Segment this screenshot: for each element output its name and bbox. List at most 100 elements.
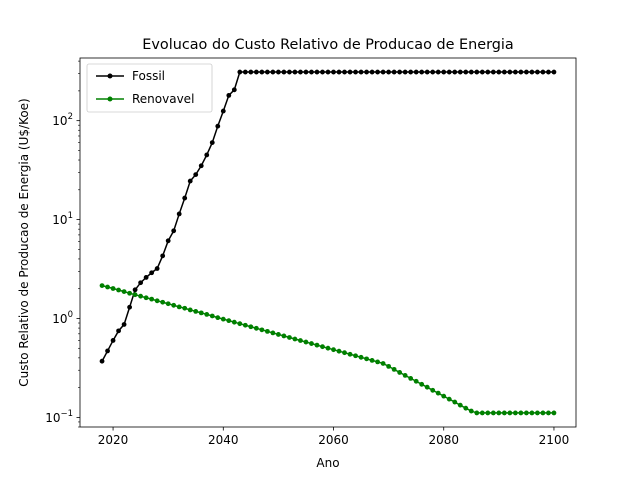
data-point-fossil bbox=[413, 69, 419, 75]
data-point-fossil bbox=[127, 304, 132, 310]
data-point-renovavel bbox=[242, 322, 248, 328]
data-point-renovavel bbox=[309, 341, 314, 346]
plot-area bbox=[99, 69, 557, 416]
data-point-fossil bbox=[430, 69, 436, 75]
data-point-fossil bbox=[364, 69, 369, 75]
data-point-fossil bbox=[309, 69, 314, 75]
data-point-renovavel bbox=[99, 283, 105, 289]
data-point-fossil bbox=[303, 69, 309, 75]
data-point-renovavel bbox=[468, 408, 474, 414]
data-point-renovavel bbox=[253, 325, 259, 331]
data-point-fossil bbox=[143, 275, 149, 280]
data-point-renovavel bbox=[209, 313, 215, 319]
data-point-renovavel bbox=[198, 310, 204, 316]
data-point-fossil bbox=[138, 280, 144, 286]
data-point-renovavel bbox=[325, 345, 331, 351]
data-point-renovavel bbox=[231, 319, 237, 325]
x-tick-label: 2080 bbox=[428, 433, 459, 447]
data-point-fossil bbox=[397, 69, 403, 75]
data-point-fossil bbox=[496, 69, 502, 75]
data-point-renovavel bbox=[430, 387, 436, 393]
data-point-fossil bbox=[535, 69, 540, 75]
data-point-renovavel bbox=[380, 361, 386, 366]
data-point-renovavel bbox=[298, 338, 303, 343]
data-point-renovavel bbox=[391, 366, 397, 372]
data-point-renovavel bbox=[512, 410, 518, 416]
data-point-renovavel bbox=[546, 410, 551, 416]
data-point-renovavel bbox=[171, 302, 177, 308]
data-point-renovavel bbox=[386, 363, 392, 369]
data-point-renovavel bbox=[463, 405, 469, 411]
data-point-fossil bbox=[209, 140, 215, 146]
data-point-renovavel bbox=[105, 284, 110, 290]
data-point-renovavel bbox=[364, 356, 369, 362]
data-point-fossil bbox=[419, 69, 425, 75]
data-point-renovavel bbox=[358, 354, 364, 360]
data-point-renovavel bbox=[331, 347, 336, 353]
data-point-fossil bbox=[187, 178, 193, 184]
legend-marker-renovavel bbox=[107, 96, 113, 102]
data-point-fossil bbox=[551, 69, 557, 75]
data-point-renovavel bbox=[441, 393, 447, 399]
data-point-fossil bbox=[116, 328, 121, 334]
data-point-renovavel bbox=[248, 324, 254, 330]
data-point-fossil bbox=[154, 266, 160, 271]
data-point-renovavel bbox=[435, 390, 441, 396]
data-point-fossil bbox=[298, 69, 303, 75]
data-point-renovavel bbox=[226, 318, 232, 324]
data-point-renovavel bbox=[507, 410, 513, 416]
data-point-fossil bbox=[220, 108, 226, 114]
data-point-fossil bbox=[204, 152, 210, 158]
data-point-fossil bbox=[342, 69, 347, 75]
data-point-fossil bbox=[176, 211, 182, 217]
data-point-renovavel bbox=[457, 402, 463, 408]
data-point-fossil bbox=[391, 69, 397, 75]
data-point-fossil bbox=[320, 69, 325, 75]
data-point-renovavel bbox=[501, 410, 507, 416]
data-point-renovavel bbox=[551, 410, 557, 416]
data-point-renovavel bbox=[518, 410, 524, 416]
data-point-fossil bbox=[121, 322, 127, 327]
data-point-fossil bbox=[380, 69, 386, 75]
data-point-fossil bbox=[253, 69, 259, 75]
data-point-fossil bbox=[132, 287, 138, 293]
data-point-fossil bbox=[105, 348, 110, 354]
data-point-renovavel bbox=[529, 410, 535, 416]
x-axis-label: Ano bbox=[316, 456, 339, 470]
legend-marker-fossil bbox=[107, 73, 113, 79]
data-point-renovavel bbox=[540, 410, 546, 416]
data-point-fossil bbox=[270, 69, 276, 75]
data-point-fossil bbox=[264, 69, 270, 75]
data-point-renovavel bbox=[524, 410, 529, 416]
data-point-fossil bbox=[518, 69, 524, 75]
data-point-fossil bbox=[198, 163, 204, 169]
data-point-fossil bbox=[325, 69, 331, 75]
data-point-fossil bbox=[490, 69, 496, 75]
data-point-renovavel bbox=[402, 372, 408, 378]
data-point-fossil bbox=[237, 69, 243, 75]
data-point-fossil bbox=[242, 69, 248, 75]
data-point-fossil bbox=[287, 69, 292, 75]
data-point-fossil bbox=[369, 69, 375, 75]
data-point-fossil bbox=[347, 69, 353, 75]
data-point-renovavel bbox=[220, 316, 226, 322]
data-point-renovavel bbox=[292, 336, 298, 342]
data-point-fossil bbox=[485, 69, 491, 75]
data-point-renovavel bbox=[154, 298, 160, 304]
legend: Fossil Renovavel bbox=[86, 63, 213, 113]
data-point-renovavel bbox=[270, 330, 276, 336]
x-tick-label: 2040 bbox=[208, 433, 239, 447]
data-point-renovavel bbox=[490, 410, 496, 416]
data-point-fossil bbox=[408, 69, 414, 75]
data-point-renovavel bbox=[138, 293, 144, 299]
x-axis: 2020 2040 2060 2080 2100 bbox=[98, 427, 569, 447]
data-point-renovavel bbox=[452, 399, 458, 405]
data-point-renovavel bbox=[419, 381, 425, 387]
data-point-fossil bbox=[281, 69, 287, 75]
data-point-fossil bbox=[110, 338, 116, 343]
data-point-fossil bbox=[99, 358, 105, 364]
data-point-fossil bbox=[512, 69, 518, 75]
data-point-fossil bbox=[546, 69, 551, 75]
data-point-fossil bbox=[358, 69, 364, 75]
